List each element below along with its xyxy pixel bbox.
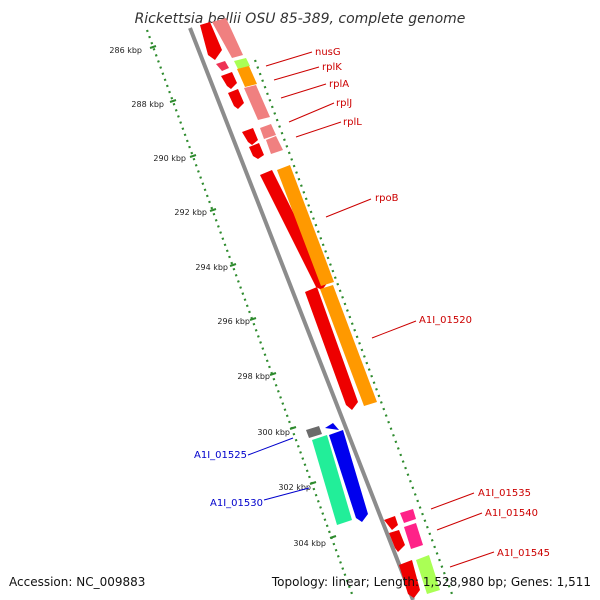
tick-label: 302 kbp	[278, 483, 311, 492]
tick-label: 300 kbp	[257, 428, 290, 437]
gene-features	[200, 18, 440, 598]
gene-label-nusg: nusG	[315, 47, 341, 58]
gene-label-rplj: rplJ	[336, 98, 352, 109]
map-title: Rickettsia bellii OSU 85-389, complete g…	[135, 11, 466, 27]
gene-feature	[221, 72, 237, 89]
gene-label-a1i-01520: A1I_01520	[419, 315, 472, 326]
gene-label-a1i-01540: A1I_01540	[485, 508, 538, 519]
tick-label: 292 kbp	[174, 208, 207, 217]
tick-label: 286 kbp	[109, 46, 142, 55]
gene-feature	[404, 523, 423, 549]
tick-group: 286 kbp 288 kbp 290 kbp 292 kbp 294 kbp …	[109, 45, 337, 548]
gene-feature	[266, 136, 283, 154]
gene-feature	[389, 530, 405, 552]
tick-label: 298 kbp	[237, 372, 270, 381]
gene-feature	[320, 285, 377, 406]
gene-feature	[242, 128, 258, 145]
gene-label-rplk: rplK	[322, 62, 342, 73]
gene-feature	[305, 287, 358, 410]
gene-feature	[400, 509, 416, 523]
gene-label-a1i-01545: A1I_01545	[497, 548, 550, 559]
gene-feature	[244, 85, 270, 120]
gene-feature	[277, 165, 334, 286]
tick-label: 288 kbp	[131, 100, 164, 109]
gene-feature	[212, 18, 243, 58]
guide-line	[253, 59, 454, 595]
gene-feature	[260, 170, 328, 290]
gene-feature	[216, 61, 229, 71]
tick-label: 296 kbp	[217, 317, 250, 326]
gene-feature	[329, 430, 368, 522]
tick-ruler	[145, 29, 354, 595]
gene-feature	[384, 516, 398, 530]
gene-feature	[234, 58, 250, 69]
tick-label: 294 kbp	[195, 263, 228, 272]
gene-label-a1i-01530: A1I_01530	[210, 498, 263, 509]
gene-label-rpll: rplL	[343, 117, 362, 128]
tick-label: 304 kbp	[293, 539, 326, 548]
genome-backbone	[188, 27, 415, 600]
gene-label-rpla: rplA	[329, 79, 349, 90]
gene-feature	[237, 66, 257, 87]
tick-label: 290 kbp	[153, 154, 186, 163]
gene-label-a1i-01535: A1I_01535	[478, 488, 531, 499]
gene-feature	[312, 435, 352, 525]
gene-feature	[249, 143, 264, 159]
genome-summary-text: Topology: linear; Length: 1,528,980 bp; …	[271, 575, 591, 589]
gene-feature	[200, 22, 222, 60]
gene-label-rpob: rpoB	[375, 193, 399, 204]
gene-feature	[416, 555, 440, 594]
gene-feature	[399, 560, 420, 598]
gene-feature	[306, 426, 322, 438]
accession-text: Accession: NC_009883	[9, 575, 145, 589]
gene-feature	[228, 89, 244, 109]
gene-label-a1i-01525: A1I_01525	[194, 450, 247, 461]
gene-feature	[260, 124, 276, 139]
gene-feature	[325, 423, 339, 430]
gene-labels: nusG rplK rplA rplJ rplL rpoB A1I_01520 …	[194, 47, 550, 568]
